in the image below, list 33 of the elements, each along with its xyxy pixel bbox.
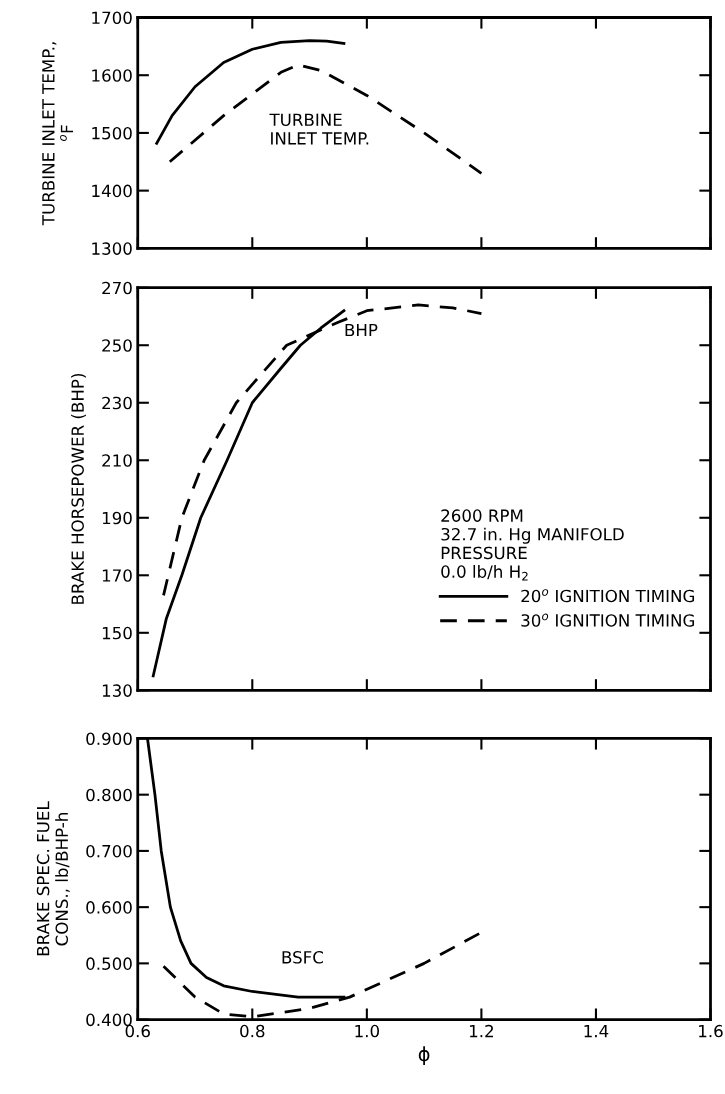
annotation: BHP <box>345 323 378 337</box>
y-tick-label: 150 <box>102 626 132 640</box>
line-series <box>168 63 483 175</box>
x-tick-label: 1.4 <box>584 1024 609 1038</box>
annotation: BSFC <box>282 951 323 964</box>
y-tick-label: 250 <box>102 339 132 352</box>
x-tick-label: 1.2 <box>469 1024 493 1038</box>
y-tick-label: 1500 <box>92 126 132 140</box>
y-tick-label: 1400 <box>92 184 132 198</box>
y-tick-label: 190 <box>102 511 132 525</box>
y-tick-label: 0.700 <box>86 844 132 858</box>
legend-label: 20$^{o}$ IGNITION TIMING <box>521 589 695 603</box>
y-tick-label: 0.600 <box>86 901 132 914</box>
y-axis-title: BRAKE HORSEPOWER (BHP) <box>71 373 86 604</box>
legend-label: 30$^{o}$ IGNITION TIMING <box>521 613 695 627</box>
y-tick-label: 0.800 <box>86 788 132 802</box>
x-tick-label: 1.6 <box>699 1024 723 1038</box>
x-tick-label: 1.0 <box>355 1024 379 1038</box>
y-tick-label: 0.500 <box>86 957 132 970</box>
y-tick-label: 270 <box>102 281 132 295</box>
y-axis-title: TURBINE INLET TEMP., $^{o}$F <box>42 42 74 226</box>
y-tick-label: 1700 <box>92 11 132 25</box>
y-tick-label: 130 <box>102 684 132 697</box>
y-tick-label: 0.900 <box>86 732 132 746</box>
y-tick-label: 210 <box>102 454 132 467</box>
y-axis-title: BRAKE SPEC. FUEL CONS., lb/BHP-h <box>36 801 70 956</box>
x-axis-title: ϕ <box>418 1046 430 1065</box>
y-tick-label: 1300 <box>92 242 132 255</box>
y-tick-label: 1600 <box>92 69 132 82</box>
x-tick-label: 0.8 <box>240 1024 265 1038</box>
y-tick-label: 170 <box>102 569 132 582</box>
y-tick-label: 230 <box>102 396 132 410</box>
annotation: TURBINE INLET TEMP. <box>269 113 369 145</box>
